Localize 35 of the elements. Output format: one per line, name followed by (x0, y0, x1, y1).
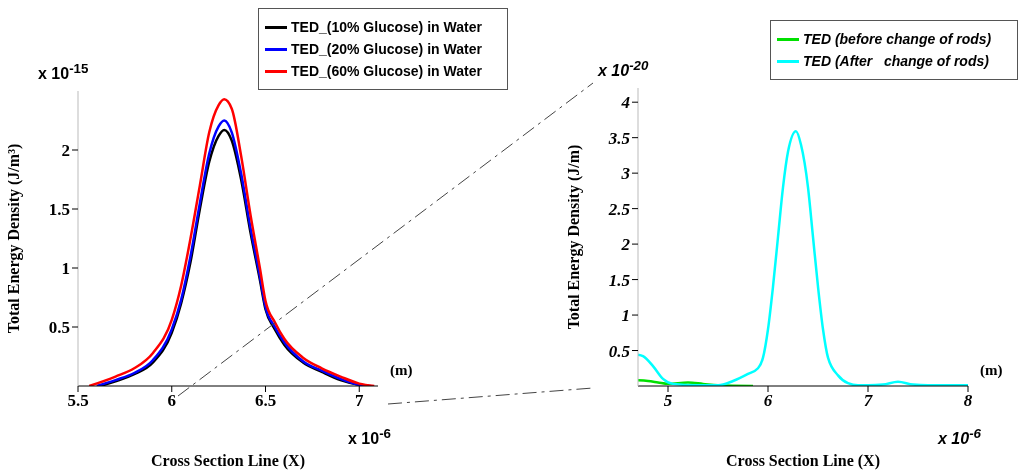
x-tick-label: 6 (167, 391, 176, 411)
legend-label: TED_(20% Glucose) in Water (291, 41, 482, 57)
x-tick-label: 6.5 (254, 391, 277, 411)
y-axis-title: Total Energy Density (J/m) (564, 144, 583, 330)
y-axis-title: Total Energy Density (J/m³) (4, 143, 23, 334)
text: x 10$^{-20}$ (598, 58, 649, 81)
x-tick-label: 8 (963, 391, 973, 411)
y-tick-label: 1 (621, 306, 630, 326)
text: x 10$^{-6}$ (348, 426, 391, 449)
y-tick-label: 1.5 (608, 270, 631, 290)
y-tick-label: 3 (620, 164, 631, 184)
x-axis-title: Cross Section Line (X) (726, 452, 880, 470)
text: x 10$^{-15}$ (38, 61, 89, 84)
y-tick-label: 1.5 (48, 200, 70, 220)
x-tick-label: 5.5 (67, 391, 89, 411)
x-axis-title: Cross Section Line (X) (151, 452, 305, 470)
text: (m) (390, 362, 413, 379)
legend-label: TED_(60% Glucose) in Water (291, 63, 482, 79)
legend-label: TED (After change of rods) (803, 53, 989, 69)
y-tick-label: 4 (620, 93, 630, 113)
y-tick-label: 2 (61, 141, 70, 161)
y-tick-label: 2 (620, 235, 631, 255)
y-tick-label: 3.5 (607, 128, 631, 148)
x-tick-label: 7 (863, 391, 874, 411)
y-tick-label: 1 (61, 259, 70, 279)
y-tick-label: 0.5 (48, 318, 70, 338)
x-tick-label: 7 (355, 391, 364, 411)
y-tick-label: 2.5 (607, 199, 631, 219)
text: x 10$^{-6}$ (938, 426, 981, 449)
legend-label: TED_(10% Glucose) in Water (291, 19, 482, 35)
x-tick-label: 6 (763, 391, 773, 411)
text: (m) (980, 362, 1003, 379)
y-tick-label: 0.5 (608, 341, 631, 361)
x-tick-label: 5 (663, 391, 673, 411)
legend-label: TED (before change of rods) (803, 31, 992, 47)
